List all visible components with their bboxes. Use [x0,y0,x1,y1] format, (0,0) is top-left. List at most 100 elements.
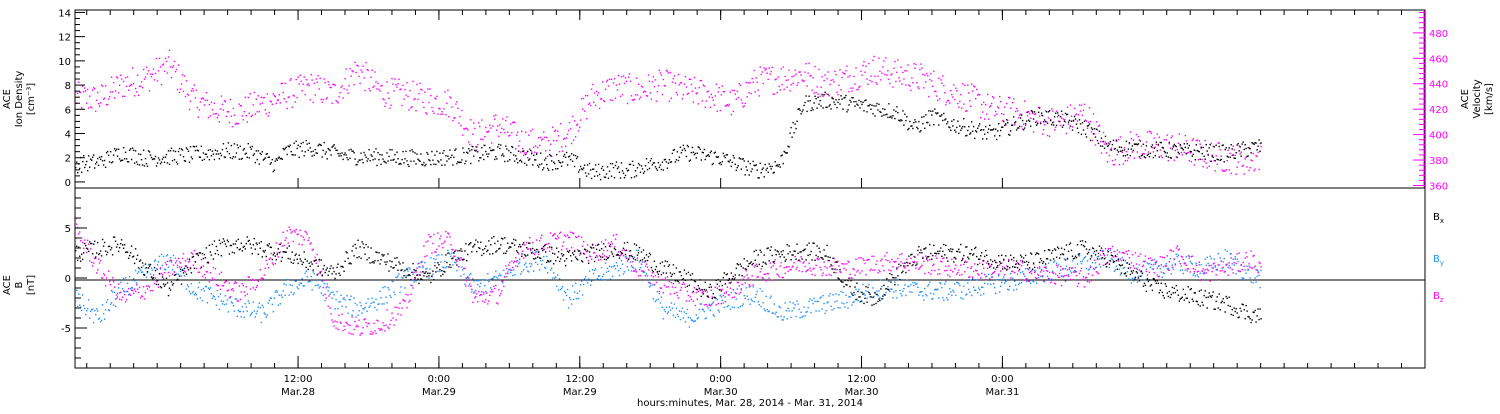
bz-point [769,277,770,278]
density-point [256,150,257,151]
density-point [988,128,989,129]
bz-point [1084,286,1085,287]
bz-point [871,256,872,257]
bz-point [620,255,621,256]
bz-point [838,265,839,266]
velocity-point [415,110,416,111]
by-point [1012,278,1013,279]
velocity-point [477,144,478,145]
by-point [597,278,598,279]
by-point [916,283,917,284]
density-point [334,148,335,149]
velocity-point [671,98,672,99]
by-point [299,284,300,285]
bz-point [1167,255,1168,256]
bz-point [199,272,200,273]
by-point [600,279,601,280]
velocity-point [652,81,653,82]
density-point [1208,154,1209,155]
velocity-point [692,91,693,92]
velocity-point [1111,148,1112,149]
density-point [138,153,139,154]
bx-point [159,273,160,274]
bz-point [972,277,973,278]
density-point [1229,147,1230,148]
velocity-point [872,60,873,61]
velocity-point [328,84,329,85]
velocity-point [298,76,299,77]
bz-point [787,271,788,272]
density-point [836,107,837,108]
bz-point [369,333,370,334]
by-point [248,300,249,301]
bz-point [1048,278,1049,279]
velocity-point [314,83,315,84]
by-point [750,304,751,305]
by-point [922,295,923,296]
density-point [1007,122,1008,123]
bz-point [691,299,692,300]
bz-point [1248,263,1249,264]
by-point [887,286,888,287]
bz-point [230,296,231,297]
density-point [922,123,923,124]
velocity-point [390,105,391,106]
by-point [392,281,393,282]
density-point [866,111,867,112]
density-point [461,159,462,160]
velocity-point [1087,128,1088,129]
density-point [349,158,350,159]
density-point [804,102,805,103]
bz-point [836,269,837,270]
bz-point [178,258,179,259]
by-point [1100,266,1101,267]
velocity-point [383,99,384,100]
bx-point [220,243,221,244]
density-point [822,107,823,108]
bz-point [407,294,408,295]
bx-point [144,275,145,276]
velocity-point [299,83,300,84]
velocity-point [540,137,541,138]
velocity-point [901,83,902,84]
density-point [276,158,277,159]
bz-point [1218,264,1219,265]
density-point [1051,124,1052,125]
velocity-point [466,128,467,129]
by-point [1095,262,1096,263]
density-point [1098,143,1099,144]
density-point [533,155,534,156]
velocity-point [472,134,473,135]
by-point [1245,273,1246,274]
by-point [1245,269,1246,270]
density-point [323,150,324,151]
density-point [729,161,730,162]
density-point [1203,147,1204,148]
density-point [1058,115,1059,116]
velocity-point [682,98,683,99]
by-point [356,304,357,305]
by-point [721,296,722,297]
velocity-point [259,111,260,112]
bz-point [122,296,123,297]
velocity-point [205,100,206,101]
velocity-point [877,76,878,77]
density-point [813,102,814,103]
by-point [152,270,153,271]
density-point [107,151,108,152]
density-point [1041,113,1042,114]
bz-point [232,288,233,289]
by-point [485,291,486,292]
density-point [577,156,578,157]
velocity-point [1014,124,1015,125]
density-point [649,168,650,169]
density-point [336,150,337,151]
density-point [161,162,162,163]
velocity-point [539,145,540,146]
by-point [281,294,282,295]
density-point [175,151,176,152]
velocity-point [132,68,133,69]
density-point [1206,144,1207,145]
bz-point [904,267,905,268]
density-point [579,169,580,170]
